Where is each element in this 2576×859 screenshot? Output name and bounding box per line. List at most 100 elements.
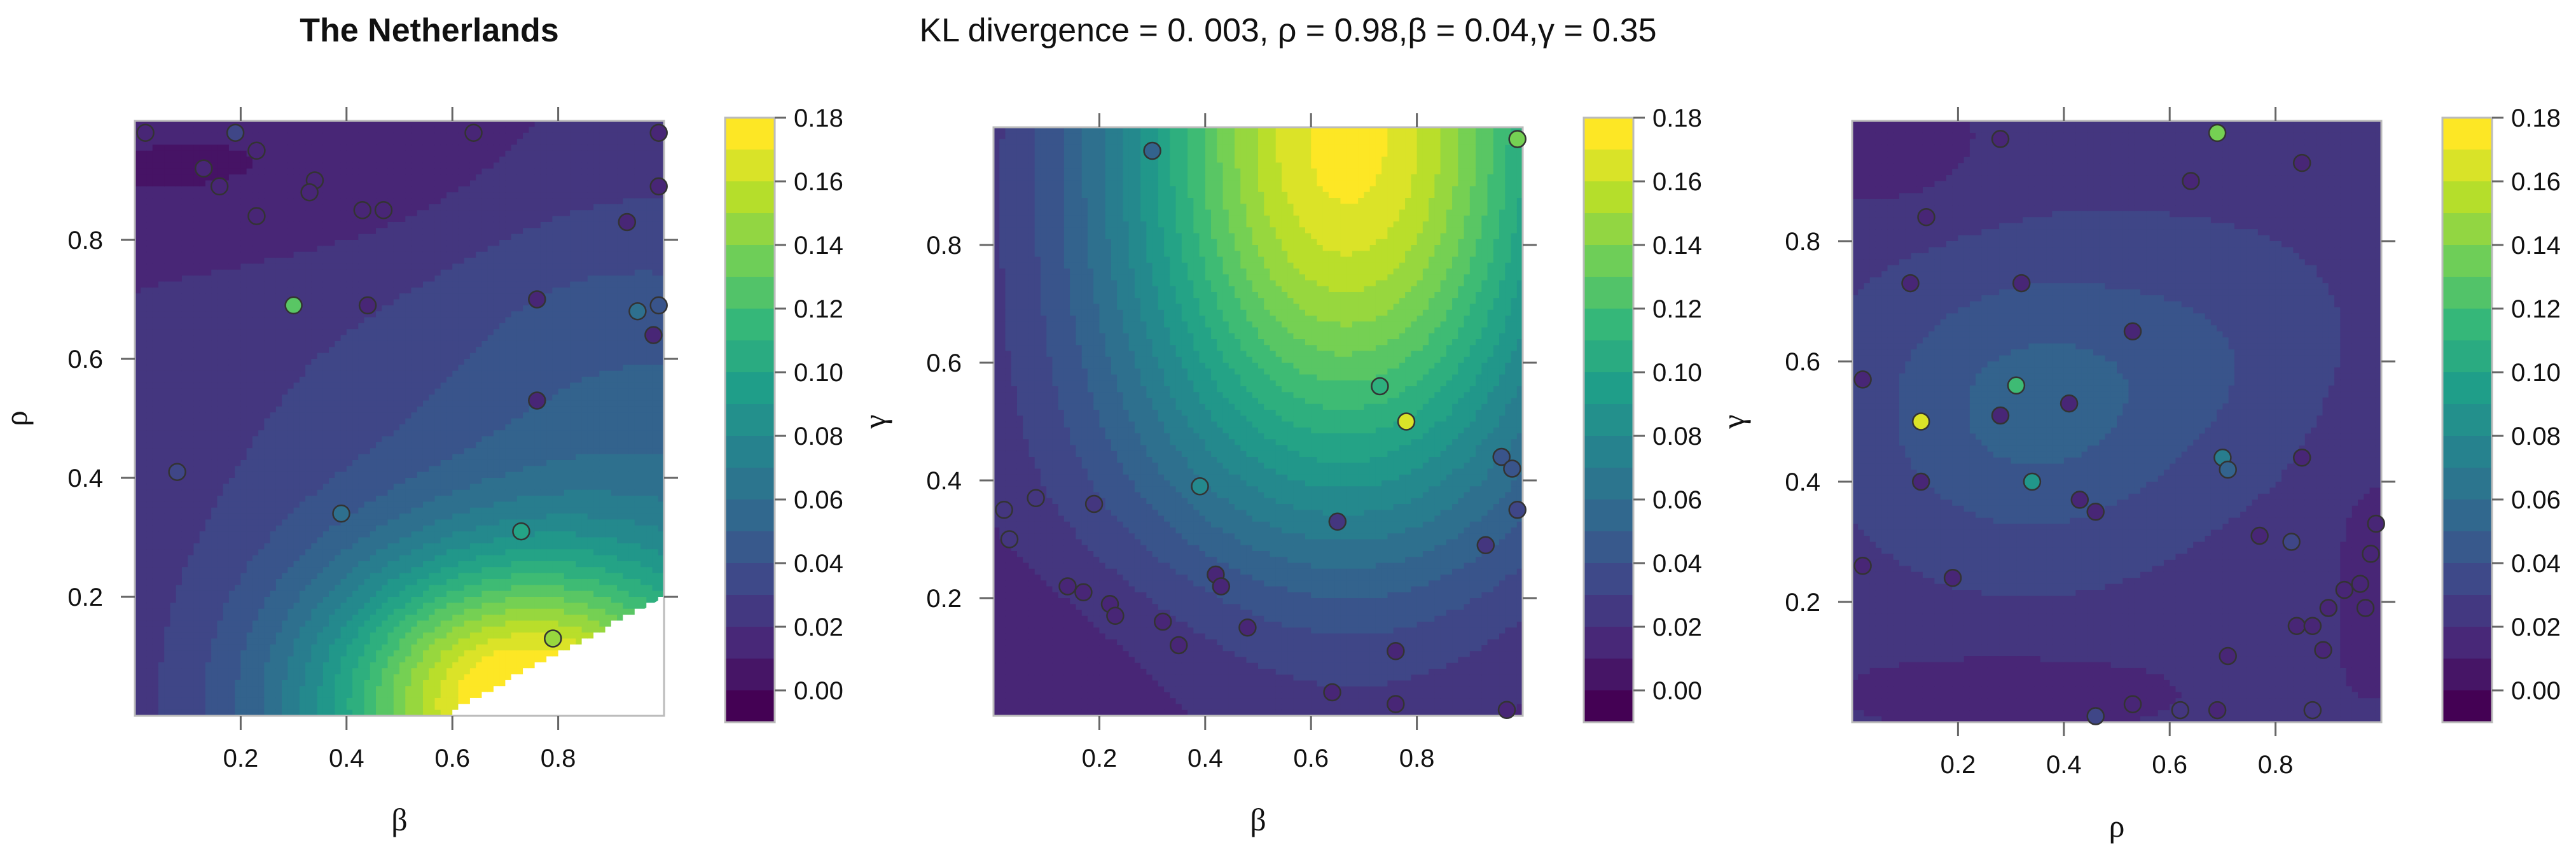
x-axis-label: ρ: [2109, 808, 2125, 844]
colorbar-band: [725, 150, 775, 182]
colorbar-band: [1584, 563, 1633, 596]
data-point: [1169, 636, 1188, 655]
contour-field: [994, 127, 1523, 716]
colorbar-band: [2442, 150, 2492, 182]
data-point: [2282, 533, 2301, 551]
colorbar-tick-label: 0.12: [1652, 295, 1702, 323]
x-tick-label: 0.2: [223, 744, 259, 772]
colorbar: 0.18 0.16 0.14 0.12 0.10 0.08 0.06 0.04 0.02 0.00: [2441, 104, 2561, 723]
y-tick-label: 0.4: [1785, 468, 1820, 496]
data-point: [2086, 503, 2105, 521]
data-point: [2123, 695, 2142, 713]
colorbar-band: [2442, 563, 2492, 596]
data-point: [1492, 447, 1511, 466]
colorbar-band: [725, 627, 775, 659]
masked-region: [457, 597, 664, 716]
data-point: [2023, 472, 2042, 491]
y-tick-label: 0.8: [1785, 228, 1820, 256]
data-point: [353, 201, 372, 220]
colorbar-band: [725, 372, 775, 405]
x-tick-label: 0.6: [434, 744, 470, 772]
data-point: [1074, 583, 1093, 602]
colorbar-tick-label: 0.02: [1652, 613, 1702, 641]
data-point: [2303, 701, 2322, 720]
contour-panel-beta-rho: 0.2 0.4 0.6 0.80.20.40.60.8βρ0.180.160.140.…: [0, 104, 843, 837]
colorbar-tick-label: 0.00: [2511, 677, 2561, 705]
colorbar-band: [2442, 468, 2492, 500]
data-point: [300, 183, 319, 202]
colorbar-tick-label: 0.12: [794, 295, 843, 323]
colorbar-band: [2442, 309, 2492, 341]
colorbar-tick-label: 0.12: [2511, 295, 2561, 323]
colorbar-tick-label: 0.14: [1652, 232, 1702, 260]
x-tick-label: 0.2: [1082, 744, 1118, 772]
x-tick-label: 0.8: [1399, 744, 1435, 772]
data-point: [1476, 536, 1495, 555]
y-tick-label: 0.4: [926, 467, 962, 495]
data-point: [618, 213, 637, 232]
contour-field: [1852, 121, 2382, 723]
data-point: [194, 159, 213, 178]
colorbar: 0.18 0.16 0.14 0.12 0.10 0.08 0.06 0.04 0.02 0.00: [724, 104, 843, 723]
data-point: [1387, 695, 1405, 713]
y-tick-label: 0.8: [926, 232, 962, 260]
data-point: [1371, 377, 1389, 396]
colorbar-tick-label: 0.10: [794, 359, 843, 387]
contour-field: [135, 121, 665, 716]
colorbar-tick-label: 0.10: [2511, 359, 2561, 387]
x-axis-label: β: [1250, 802, 1266, 837]
colorbar-band: [2442, 404, 2492, 436]
colorbar-band: [1584, 627, 1633, 659]
colorbar-band: [2442, 627, 2492, 659]
x-tick-label: 0.8: [2258, 751, 2294, 779]
data-point: [2250, 526, 2269, 545]
data-point: [1911, 472, 1930, 491]
data-point: [2060, 394, 2079, 413]
colorbar-tick-label: 0.02: [794, 613, 843, 641]
y-tick-label: 0.2: [67, 583, 103, 611]
data-point: [1503, 459, 1521, 478]
data-point: [2070, 491, 2089, 509]
colorbar-tick-label: 0.06: [794, 486, 843, 514]
y-axis-label: γ: [857, 414, 892, 429]
colorbar-band: [725, 309, 775, 341]
data-point: [2303, 617, 2322, 636]
data-point: [1497, 701, 1516, 720]
x-tick-label: 0.2: [1941, 751, 1976, 779]
colorbar-frame: [724, 116, 776, 723]
colorbar-tick-label: 0.04: [1652, 550, 1702, 578]
contour-panel-beta-gamma: 0.2 0.4 0.6 0.80.20.40.60.8βγ0.180.160.140.…: [857, 104, 1702, 837]
colorbar: 0.18 0.16 0.14 0.12 0.10 0.08 0.06 0.04 0.02 0.00: [1582, 104, 1702, 723]
data-point: [210, 177, 229, 196]
colorbar-band: [725, 563, 775, 596]
colorbar-tick-label: 0.14: [794, 232, 843, 260]
data-point: [1387, 642, 1405, 660]
figure-subtitle: KL divergence = 0. 003, ρ = 0.98,β = 0.0…: [919, 12, 1656, 49]
data-point: [1853, 370, 1872, 389]
y-tick-label: 0.4: [67, 464, 103, 492]
data-point: [2012, 274, 2031, 293]
data-point: [374, 201, 393, 220]
colorbar-band: [2442, 595, 2492, 627]
colorbar-tick-label: 0.16: [2511, 168, 2561, 196]
y-tick-label: 0.8: [67, 227, 103, 255]
colorbar-band: [725, 340, 775, 373]
data-point: [1911, 412, 1930, 431]
colorbar-band: [725, 531, 775, 564]
colorbar-tick-label: 0.18: [1652, 104, 1702, 132]
x-tick-label: 0.6: [2152, 751, 2187, 779]
y-tick-label: 0.6: [67, 346, 103, 374]
data-point: [1328, 512, 1347, 531]
colorbar-band: [1584, 436, 1633, 468]
data-point: [1058, 577, 1077, 596]
colorbar-band: [1584, 595, 1633, 627]
colorbar-tick-label: 0.08: [794, 423, 843, 450]
colorbar-tick-label: 0.18: [794, 104, 843, 132]
figure-title: The Netherlands: [300, 12, 558, 49]
data-point: [358, 296, 377, 315]
data-point: [2007, 376, 2026, 395]
colorbar-band: [1584, 659, 1633, 691]
colorbar-band: [725, 595, 775, 627]
data-point: [2182, 172, 2200, 190]
colorbar-band: [1584, 309, 1633, 341]
